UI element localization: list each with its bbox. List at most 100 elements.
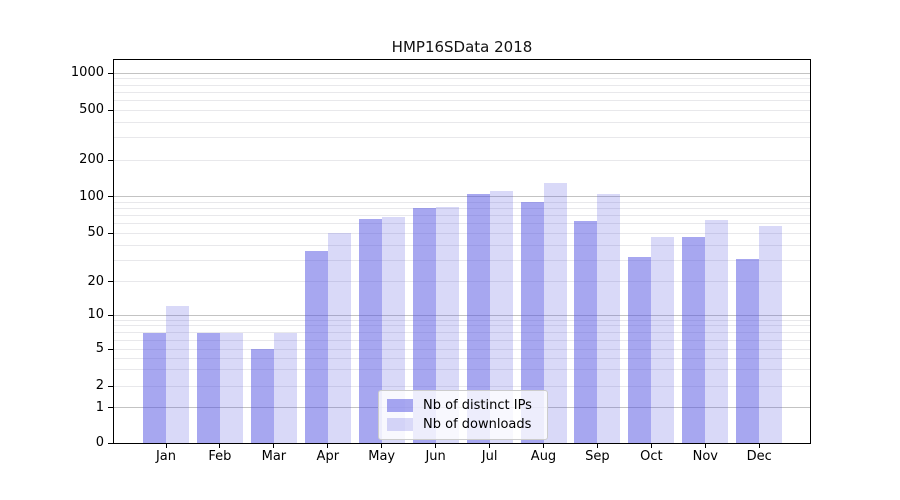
- y-tick: [108, 314, 113, 316]
- y-gridline-minor-3: [114, 369, 810, 371]
- x-tick-month: Mar: [261, 449, 287, 464]
- y-gridline-minor-30: [114, 259, 810, 261]
- y-gridline-minor-70: [114, 214, 810, 216]
- bar-downloads-may: [381, 217, 405, 443]
- x-tick-month: Jan: [155, 449, 177, 464]
- y-tick: [108, 232, 113, 234]
- y-tick: [108, 407, 113, 408]
- bar-ips-jun: [412, 208, 436, 443]
- x-tick: [219, 444, 221, 448]
- y-tick-label: 5: [95, 341, 104, 356]
- bar-downloads-jul: [489, 191, 513, 443]
- y-tick: [108, 109, 113, 111]
- grid-layer: [114, 60, 810, 443]
- x-tick-label: Mar2018: [244, 448, 304, 465]
- bar-ips-aug: [520, 202, 544, 443]
- x-tick: [273, 444, 275, 448]
- bar-ips-dec: [736, 258, 760, 443]
- bar-ips-nov: [682, 236, 706, 443]
- y-gridline-major-100: [114, 196, 810, 197]
- x-tick-label: Jun2018: [406, 448, 466, 465]
- x-tick-label: Apr2018: [298, 448, 358, 465]
- x-tick-month: Dec: [746, 449, 772, 464]
- bar-downloads-nov: [705, 220, 729, 443]
- y-tick-label: 20: [87, 273, 104, 289]
- legend-label: Nb of distinct IPs: [423, 398, 532, 413]
- bar-ips-oct: [628, 256, 652, 443]
- x-tick: [489, 444, 491, 448]
- y-gridline-minor-2: [114, 385, 810, 387]
- x-tick-month: Apr: [316, 449, 340, 464]
- y-gridline-minor-40: [114, 244, 810, 246]
- x-tick-month: May: [368, 449, 396, 464]
- y-tick: [108, 196, 113, 197]
- x-tick-label: Oct2018: [621, 448, 681, 465]
- y-gridline-minor-9: [114, 319, 810, 321]
- y-gridline-minor-200: [114, 159, 810, 161]
- x-tick-month: Nov: [692, 449, 718, 464]
- bar-downloads-aug: [543, 182, 567, 443]
- legend-item-distinct-ips: Nb of distinct IPs: [387, 396, 539, 415]
- y-gridline-minor-4: [114, 357, 810, 359]
- y-tick-label: 0: [95, 435, 104, 450]
- y-tick-label: 1: [95, 399, 104, 415]
- bar-ips-jan: [143, 332, 166, 443]
- x-tick-month: Feb: [208, 449, 232, 464]
- x-tick: [165, 444, 167, 448]
- x-tick: [327, 444, 329, 448]
- legend-item-downloads: Nb of downloads: [387, 415, 539, 434]
- x-tick-month: Jun: [425, 449, 446, 464]
- y-tick: [108, 159, 113, 161]
- x-tick: [704, 444, 706, 448]
- x-tick-label: Feb2018: [190, 448, 250, 465]
- bar-downloads-dec: [759, 226, 783, 443]
- bar-downloads-jan: [166, 306, 189, 443]
- y-gridline-major-1000: [114, 72, 810, 74]
- bar-ips-jul: [466, 194, 490, 443]
- y-gridline-minor-900: [114, 78, 810, 80]
- y-gridline-minor-8: [114, 325, 810, 327]
- x-tick: [543, 444, 544, 448]
- x-tick: [381, 444, 383, 448]
- x-tick-label: May2018: [352, 448, 412, 465]
- x-tick-label: Sep2018: [567, 448, 627, 465]
- x-tick-month: Aug: [530, 449, 557, 464]
- x-tick-month: Jul: [481, 449, 498, 464]
- y-tick: [108, 442, 113, 444]
- bar-ips-mar: [250, 349, 274, 443]
- bars-layer: [114, 60, 810, 443]
- bar-ips-may: [358, 218, 382, 443]
- y-gridline-minor-700: [114, 91, 810, 93]
- y-tick-label: 100: [79, 188, 104, 204]
- y-gridline-minor-6: [114, 339, 810, 341]
- y-tick-label: 1000: [70, 65, 104, 81]
- legend-swatch-downloads-icon: [387, 418, 413, 431]
- bar-downloads-oct: [651, 236, 675, 443]
- y-tick: [108, 348, 113, 350]
- y-gridline-minor-20: [114, 281, 810, 283]
- y-gridline-minor-400: [114, 121, 810, 123]
- x-tick: [596, 444, 598, 448]
- y-gridline-minor-5: [114, 348, 810, 350]
- plot-area: Nb of distinct IPs Nb of downloads: [113, 59, 811, 444]
- x-tick-month: Oct: [640, 449, 663, 464]
- legend-swatch-ips-icon: [387, 399, 413, 412]
- y-tick-label: 2: [95, 378, 104, 393]
- legend-label: Nb of downloads: [423, 417, 532, 432]
- x-tick-month: Sep: [585, 449, 610, 464]
- x-tick: [758, 444, 760, 448]
- bar-downloads-sep: [597, 194, 621, 443]
- chart-title: HMP16SData 2018: [391, 38, 533, 56]
- y-tick: [108, 281, 113, 283]
- legend: Nb of distinct IPs Nb of downloads: [378, 390, 548, 440]
- y-gridline-minor-80: [114, 207, 810, 209]
- y-tick-label: 200: [79, 152, 104, 167]
- y-tick-label: 500: [79, 102, 104, 117]
- bar-downloads-mar: [273, 332, 297, 443]
- y-gridline-minor-50: [114, 232, 810, 234]
- bar-downloads-jun: [435, 207, 459, 443]
- y-gridline-minor-600: [114, 99, 810, 101]
- y-gridline-minor-60: [114, 223, 810, 225]
- x-tick-label: Jul2018: [460, 448, 520, 465]
